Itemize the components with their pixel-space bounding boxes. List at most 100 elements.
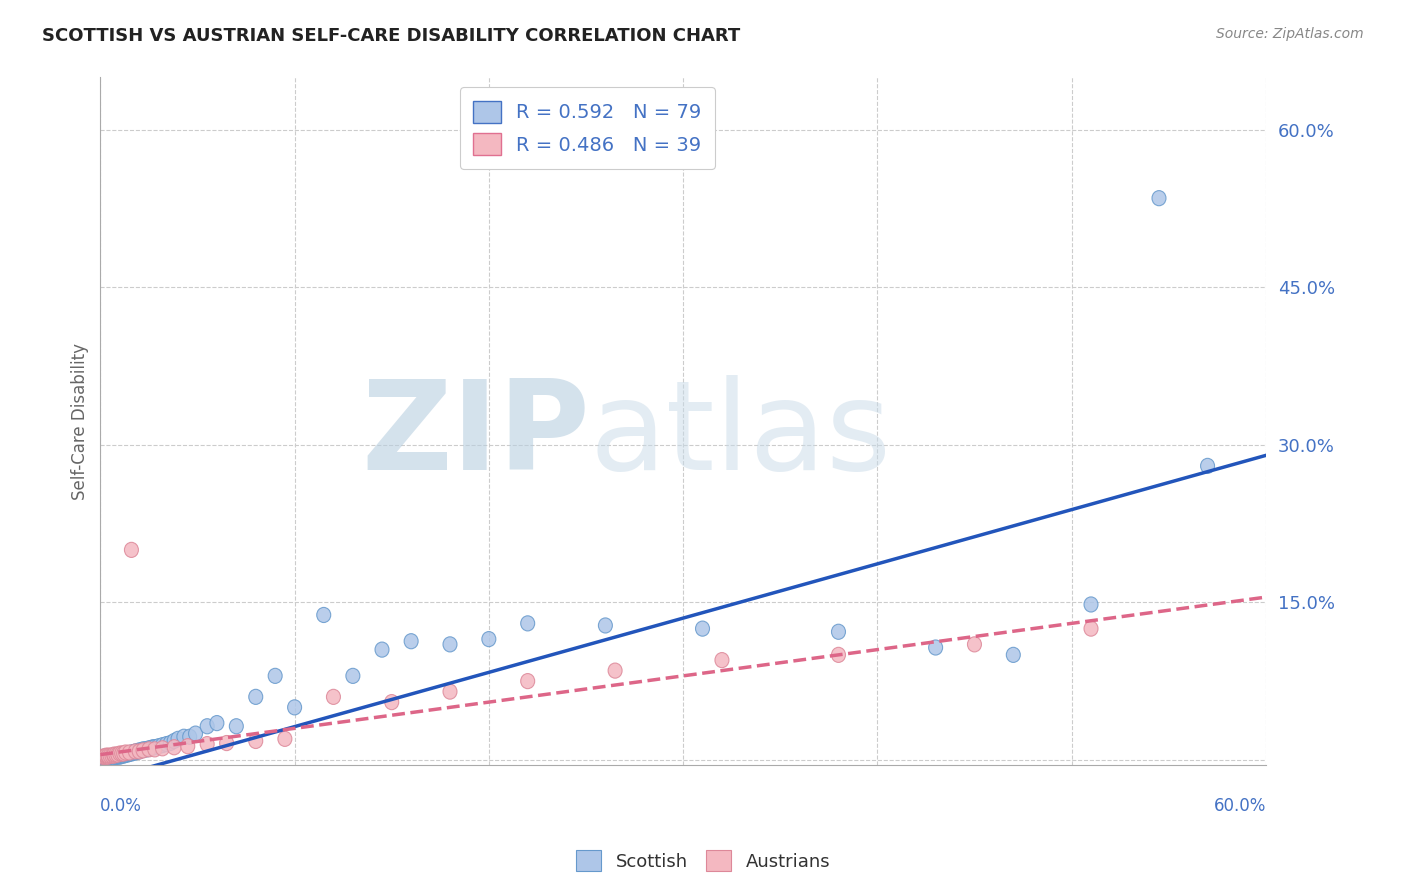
Ellipse shape — [103, 749, 117, 764]
Ellipse shape — [134, 743, 148, 758]
Ellipse shape — [103, 750, 117, 765]
Ellipse shape — [97, 749, 111, 764]
Ellipse shape — [1201, 458, 1215, 474]
Ellipse shape — [138, 742, 152, 757]
Ellipse shape — [249, 690, 263, 705]
Ellipse shape — [112, 748, 127, 764]
Ellipse shape — [142, 742, 156, 757]
Ellipse shape — [609, 663, 621, 678]
Ellipse shape — [188, 726, 202, 741]
Ellipse shape — [249, 733, 263, 748]
Ellipse shape — [122, 745, 136, 760]
Ellipse shape — [326, 690, 340, 705]
Ellipse shape — [599, 618, 613, 633]
Ellipse shape — [131, 744, 145, 759]
Ellipse shape — [118, 747, 132, 762]
Ellipse shape — [122, 746, 136, 761]
Ellipse shape — [146, 739, 160, 755]
Ellipse shape — [122, 746, 136, 761]
Ellipse shape — [520, 615, 534, 631]
Ellipse shape — [229, 719, 243, 734]
Ellipse shape — [107, 749, 121, 764]
Ellipse shape — [167, 739, 181, 755]
Ellipse shape — [107, 747, 121, 762]
Ellipse shape — [128, 744, 142, 759]
Ellipse shape — [443, 684, 457, 699]
Ellipse shape — [143, 740, 157, 756]
Ellipse shape — [714, 653, 728, 668]
Legend: Scottish, Austrians: Scottish, Austrians — [568, 843, 838, 879]
Ellipse shape — [107, 748, 121, 764]
Ellipse shape — [108, 748, 122, 764]
Ellipse shape — [159, 737, 173, 752]
Ellipse shape — [132, 744, 146, 759]
Ellipse shape — [112, 746, 127, 761]
Ellipse shape — [385, 695, 399, 710]
Ellipse shape — [127, 745, 141, 760]
Ellipse shape — [1084, 621, 1098, 636]
Ellipse shape — [101, 749, 115, 764]
Ellipse shape — [125, 745, 138, 760]
Ellipse shape — [108, 747, 122, 762]
Ellipse shape — [97, 749, 111, 764]
Ellipse shape — [100, 750, 112, 765]
Ellipse shape — [121, 747, 135, 762]
Ellipse shape — [97, 750, 111, 765]
Ellipse shape — [105, 748, 120, 764]
Text: 60.0%: 60.0% — [1213, 797, 1265, 814]
Ellipse shape — [200, 719, 214, 734]
Ellipse shape — [128, 744, 142, 759]
Ellipse shape — [269, 668, 283, 683]
Ellipse shape — [125, 542, 138, 558]
Y-axis label: Self-Care Disability: Self-Care Disability — [72, 343, 89, 500]
Ellipse shape — [115, 746, 129, 761]
Ellipse shape — [105, 749, 120, 764]
Ellipse shape — [121, 746, 135, 761]
Ellipse shape — [928, 640, 942, 655]
Ellipse shape — [156, 738, 170, 753]
Ellipse shape — [288, 700, 302, 714]
Ellipse shape — [404, 633, 418, 648]
Ellipse shape — [136, 743, 150, 758]
Ellipse shape — [112, 748, 127, 764]
Ellipse shape — [111, 747, 125, 762]
Ellipse shape — [100, 749, 112, 764]
Ellipse shape — [118, 745, 132, 760]
Ellipse shape — [105, 750, 120, 765]
Ellipse shape — [107, 750, 121, 765]
Ellipse shape — [177, 729, 191, 744]
Ellipse shape — [520, 673, 534, 689]
Ellipse shape — [105, 749, 120, 764]
Ellipse shape — [148, 739, 162, 755]
Ellipse shape — [156, 740, 170, 756]
Ellipse shape — [125, 746, 138, 761]
Legend: R = 0.592   N = 79, R = 0.486   N = 39: R = 0.592 N = 79, R = 0.486 N = 39 — [460, 87, 716, 169]
Ellipse shape — [831, 648, 845, 663]
Ellipse shape — [181, 739, 195, 754]
Ellipse shape — [443, 637, 457, 652]
Ellipse shape — [132, 743, 146, 758]
Ellipse shape — [209, 715, 224, 731]
Ellipse shape — [141, 742, 155, 757]
Ellipse shape — [163, 736, 177, 751]
Ellipse shape — [152, 739, 166, 754]
Ellipse shape — [115, 748, 129, 764]
Text: ZIP: ZIP — [361, 375, 591, 496]
Ellipse shape — [108, 749, 122, 764]
Ellipse shape — [346, 668, 360, 683]
Ellipse shape — [219, 736, 233, 751]
Ellipse shape — [101, 748, 115, 764]
Ellipse shape — [112, 749, 127, 764]
Text: 0.0%: 0.0% — [100, 797, 142, 814]
Ellipse shape — [117, 748, 131, 764]
Ellipse shape — [831, 624, 845, 640]
Ellipse shape — [117, 747, 131, 762]
Ellipse shape — [183, 729, 197, 744]
Ellipse shape — [167, 733, 181, 748]
Text: SCOTTISH VS AUSTRIAN SELF-CARE DISABILITY CORRELATION CHART: SCOTTISH VS AUSTRIAN SELF-CARE DISABILIT… — [42, 27, 741, 45]
Ellipse shape — [96, 749, 110, 764]
Ellipse shape — [482, 632, 496, 647]
Ellipse shape — [100, 749, 112, 764]
Ellipse shape — [696, 621, 710, 636]
Ellipse shape — [375, 642, 389, 657]
